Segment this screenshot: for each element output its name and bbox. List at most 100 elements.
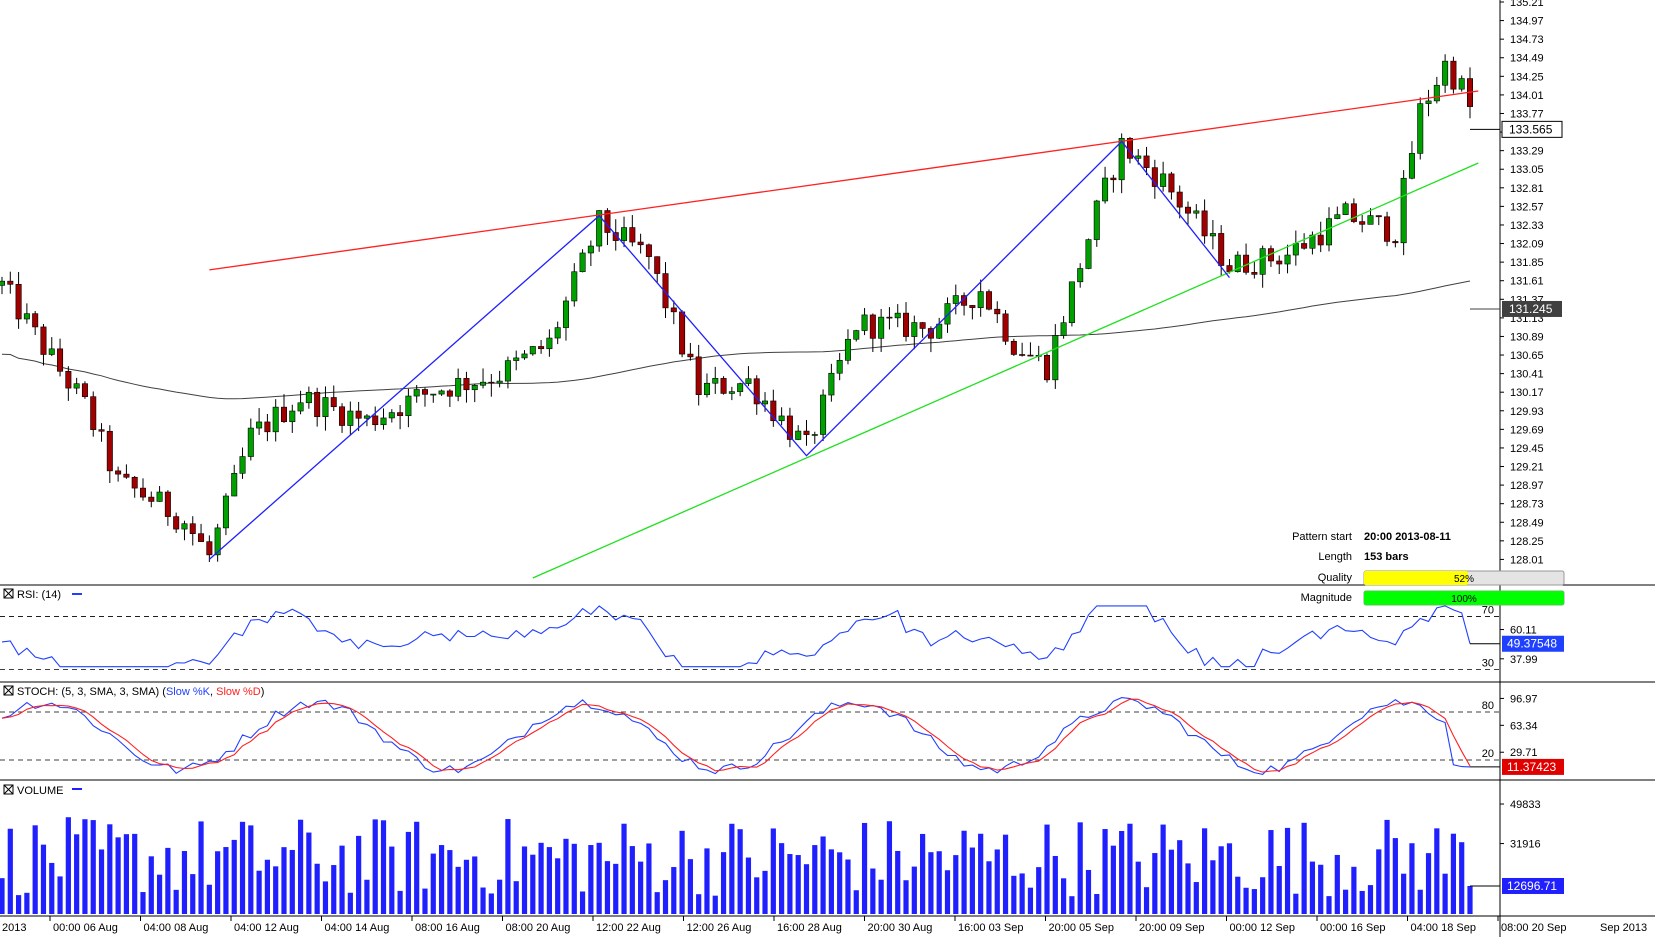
indicator-tick-label: 60.11	[1510, 625, 1537, 637]
time-label: 2013	[2, 922, 26, 934]
candle-body	[894, 312, 901, 319]
candle	[1350, 198, 1357, 224]
price-tick-label: 129.21	[1510, 462, 1544, 474]
candle-body	[189, 523, 196, 534]
volume-bar	[571, 843, 577, 914]
volume-bar	[1401, 873, 1407, 914]
volume-bar	[339, 845, 345, 914]
volume-current-box	[1502, 877, 1564, 894]
candle	[139, 478, 146, 501]
volume-bar	[281, 847, 287, 914]
volume-bar	[1260, 877, 1266, 914]
candle-body	[247, 427, 254, 457]
candle-body	[131, 476, 138, 489]
candle-body	[57, 348, 64, 372]
candle-body	[1110, 177, 1117, 181]
price-tick-label: 135.21	[1510, 0, 1544, 9]
candle-body	[1044, 354, 1051, 381]
volume-bar	[845, 859, 851, 914]
price-tick-label: 132.81	[1510, 183, 1544, 195]
candle	[778, 407, 785, 426]
volume-bar	[961, 830, 967, 914]
candle	[189, 516, 196, 546]
candle-body	[40, 326, 47, 355]
candle-body	[820, 394, 827, 435]
candle-body	[811, 434, 818, 436]
volume-bar	[248, 825, 254, 914]
volume-bar	[1011, 875, 1017, 914]
candle	[164, 490, 171, 526]
candle	[32, 310, 39, 336]
candle-body	[81, 383, 88, 397]
candle	[1417, 97, 1424, 160]
volume-bar	[256, 870, 262, 914]
candle-body	[280, 406, 287, 423]
rsi-title: RSI: (14)	[17, 589, 61, 601]
candle-body	[1052, 335, 1059, 381]
time-label: Sep 2013	[1600, 922, 1647, 934]
candle-body	[1350, 203, 1357, 222]
stoch-close-icon[interactable]	[3, 685, 14, 696]
volume-bar	[82, 819, 88, 914]
candle	[7, 271, 14, 294]
candle	[521, 350, 528, 360]
candle-body	[214, 527, 221, 556]
volume-bar	[1243, 887, 1249, 914]
candle	[1209, 219, 1216, 250]
candle	[811, 431, 818, 444]
price-tick-label: 130.65	[1510, 350, 1544, 362]
candle	[1160, 161, 1167, 192]
candle	[629, 215, 636, 247]
candle	[703, 373, 710, 398]
current-value-label: 49.37548	[1507, 637, 1557, 651]
time-label: 00:00 16 Sep	[1320, 922, 1385, 934]
candle-body	[148, 496, 155, 502]
candle	[1168, 171, 1175, 200]
candle	[123, 464, 130, 479]
price-tick-label: 133.77	[1510, 108, 1544, 120]
candle-body	[330, 397, 337, 408]
candle	[1010, 338, 1017, 356]
candle-body	[1218, 233, 1225, 266]
volume-bar	[497, 879, 503, 914]
rsi-close-icon[interactable]	[3, 588, 14, 599]
volume-bar	[870, 868, 876, 914]
volume-bar	[1019, 873, 1025, 914]
price-tick-label: 128.73	[1510, 499, 1544, 511]
candle-body	[1135, 155, 1142, 159]
candle	[853, 329, 860, 342]
level-label: 20	[1482, 748, 1494, 760]
price-tick-label: 133.05	[1510, 164, 1544, 176]
candle	[256, 408, 263, 435]
candle-body	[985, 291, 992, 310]
volume-bar	[1301, 822, 1307, 914]
candle	[587, 240, 594, 267]
volume-bar	[1002, 834, 1009, 914]
candle	[770, 389, 777, 427]
candle-body	[662, 273, 669, 309]
price-tick-label: 130.89	[1510, 331, 1544, 343]
indicator-tick-label: 29.71	[1510, 747, 1538, 759]
volume-bar	[579, 891, 586, 914]
candle-body	[977, 291, 984, 308]
volume-bar	[1193, 882, 1199, 914]
volume-bar	[737, 829, 743, 914]
candle-body	[720, 378, 727, 394]
candle-body	[1209, 233, 1216, 237]
candle-body	[1433, 84, 1440, 102]
candle	[579, 249, 586, 273]
candle-body	[1400, 177, 1407, 244]
volume-bar	[322, 881, 329, 914]
candle-body	[745, 378, 752, 384]
price-tick-label: 130.41	[1510, 369, 1544, 381]
quality-bar-fill	[1364, 571, 1468, 585]
rsi-line	[1, 605, 1471, 668]
volume-bar	[273, 866, 279, 914]
candle	[446, 389, 453, 407]
candle	[480, 368, 487, 389]
volume-close-icon[interactable]	[3, 784, 14, 795]
candle-body	[173, 516, 180, 530]
candle	[231, 464, 238, 497]
time-label: 04:00 08 Aug	[144, 922, 209, 934]
volume-bar	[538, 842, 544, 914]
